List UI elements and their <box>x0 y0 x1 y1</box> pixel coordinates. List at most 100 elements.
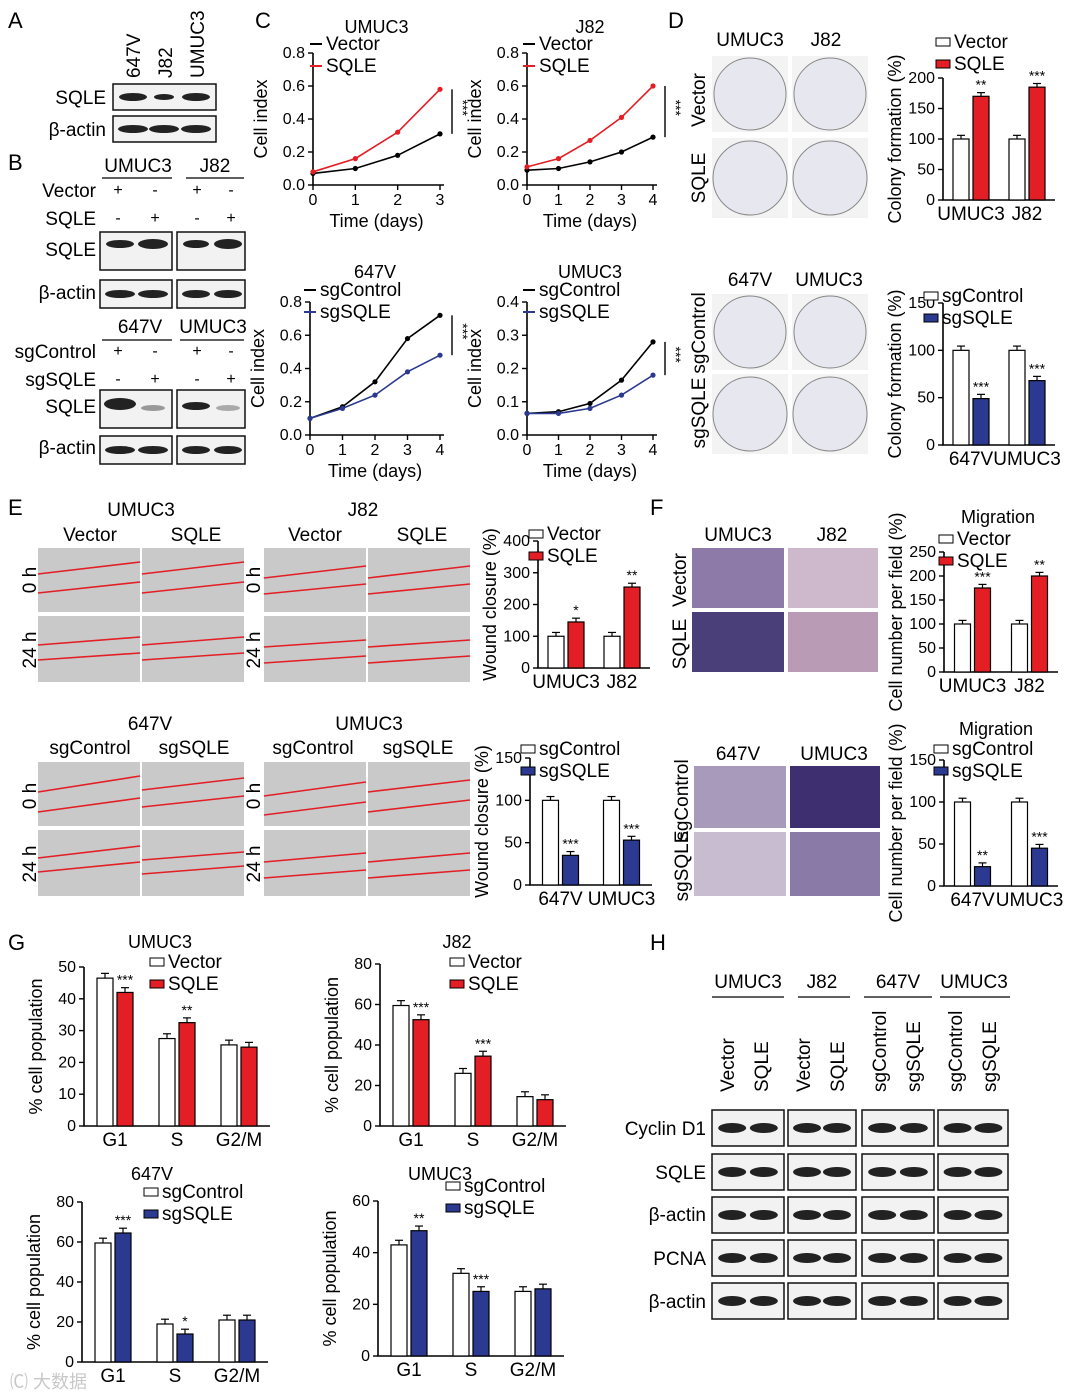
bar <box>220 1044 238 1127</box>
significance-label: *** <box>1029 360 1046 376</box>
category-label: G1 <box>396 1360 421 1381</box>
row-label: Cyclin D1 <box>625 1119 706 1140</box>
data-point <box>437 312 443 318</box>
legend-label: sgControl <box>162 1182 243 1203</box>
y-axis-label: Cell index <box>251 79 271 158</box>
panel-label-f: F <box>650 495 663 520</box>
y-tick-label: 0.6 <box>283 78 305 95</box>
x-tick-label: 4 <box>436 442 445 459</box>
legend-label: Vector <box>539 34 594 55</box>
data-point <box>587 159 593 165</box>
bar <box>94 1242 112 1363</box>
condition-label: SQLE <box>397 525 448 546</box>
series-line <box>312 88 441 173</box>
bar <box>972 398 990 446</box>
group-label: UMUC3 <box>179 317 247 338</box>
sign: + <box>226 210 235 227</box>
legend-swatch <box>935 59 951 69</box>
bar <box>1010 623 1029 673</box>
significance-label: ** <box>182 1002 193 1018</box>
y-tick-label: 150 <box>909 592 936 609</box>
x-tick-label: 2 <box>393 192 402 209</box>
row-label: 24 h <box>20 846 41 883</box>
bar <box>536 1099 554 1127</box>
y-tick-label: 0.0 <box>280 427 302 444</box>
data-point <box>352 165 358 172</box>
y-tick-label: 0.2 <box>283 144 305 161</box>
row-label: SQLE <box>45 397 96 418</box>
chart-g-647v-cell-cycle: 647V 0 20 40 60 80 % cell population G1 *** S * G2/… <box>24 1164 268 1387</box>
x-tick-label: 0 <box>523 192 532 209</box>
condition-label: sgControl <box>15 342 96 363</box>
chart-title: 647V <box>354 262 396 282</box>
bar <box>1028 86 1046 201</box>
panel-label-g: G <box>8 930 25 955</box>
row-label: SQLE <box>655 1163 706 1184</box>
category-label: J82 <box>607 672 638 693</box>
group-label: J82 <box>200 156 231 177</box>
x-axis-label: Time (days) <box>543 461 637 481</box>
category-label: G2/M <box>510 1360 556 1381</box>
category-label: UMUC3 <box>532 672 600 693</box>
legend-swatch <box>449 979 465 989</box>
legend-label: SQLE <box>539 56 590 77</box>
legend-label: sgSQLE <box>464 1198 535 1219</box>
legend-swatch <box>933 744 949 754</box>
category-label: 647V <box>538 889 583 910</box>
column-label: 647V <box>728 270 773 291</box>
column-label: 647V <box>716 744 761 765</box>
y-tick-label: 0.2 <box>280 394 302 411</box>
lane-label: Vector <box>718 1037 739 1092</box>
bar <box>547 635 565 669</box>
sign: - <box>152 182 157 199</box>
category-label: 647V <box>950 890 995 911</box>
y-tick-label: 200 <box>908 70 935 87</box>
row-label: β-actin <box>649 1292 706 1313</box>
blot-band <box>899 1123 928 1133</box>
column-label: UMUC3 <box>716 30 784 51</box>
x-tick-label: 0 <box>309 192 318 209</box>
y-tick-label: 0.2 <box>497 361 519 378</box>
legend-label: sgControl <box>464 1176 545 1197</box>
y-tick-label: 0 <box>926 437 935 454</box>
x-tick-label: 2 <box>586 442 595 459</box>
blot-band <box>822 1253 851 1263</box>
sign: - <box>194 210 199 227</box>
bar <box>454 1072 472 1127</box>
x-tick-label: 1 <box>554 442 563 459</box>
category-label: G1 <box>398 1130 423 1151</box>
condition-label: sgSQLE <box>383 738 454 759</box>
legend-label: Vector <box>326 34 381 55</box>
data-point <box>352 156 358 162</box>
chart-title: UMUC3 <box>344 17 408 37</box>
data-point <box>524 410 530 416</box>
group-label: UMUC3 <box>104 156 172 177</box>
group-label: UMUC3 <box>940 972 1008 993</box>
legend-label: SQLE <box>168 974 219 995</box>
bar <box>238 1319 256 1363</box>
legend-label: Vector <box>468 952 523 973</box>
condition-label: Vector <box>63 525 118 546</box>
blot-band <box>943 1296 972 1306</box>
significance-label: ** <box>414 1210 425 1226</box>
row-label: sgControl <box>689 292 710 373</box>
row-label: β-actin <box>39 438 96 459</box>
blot-band <box>793 1167 822 1177</box>
row-label: 24 h <box>244 632 265 669</box>
chart-c-umuc3-knockdown-growth: UMUC3 0.0 0.1 0.2 0.3 0.4 0 1 2 3 4 Time (days) Cell… <box>465 262 684 481</box>
legend-label: Vector <box>954 32 1009 53</box>
watermark: 🄒 大数据 <box>10 1372 87 1392</box>
significance-label: ** <box>976 77 987 93</box>
data-point <box>404 335 411 342</box>
chart-title: UMUC3 <box>558 262 622 282</box>
y-tick-label: 0 <box>521 660 530 677</box>
column-label: UMUC3 <box>800 744 868 765</box>
category-label: 647V <box>949 449 994 470</box>
bar <box>218 1319 236 1363</box>
chart-c-j82-growth: J82 0.0 0.2 0.4 0.6 0.8 0 1 2 3 4 Time (days) Cell i… <box>465 17 684 231</box>
category-label: UMUC3 <box>939 676 1007 697</box>
bar <box>952 138 970 201</box>
y-tick-label: 0.0 <box>497 427 519 444</box>
